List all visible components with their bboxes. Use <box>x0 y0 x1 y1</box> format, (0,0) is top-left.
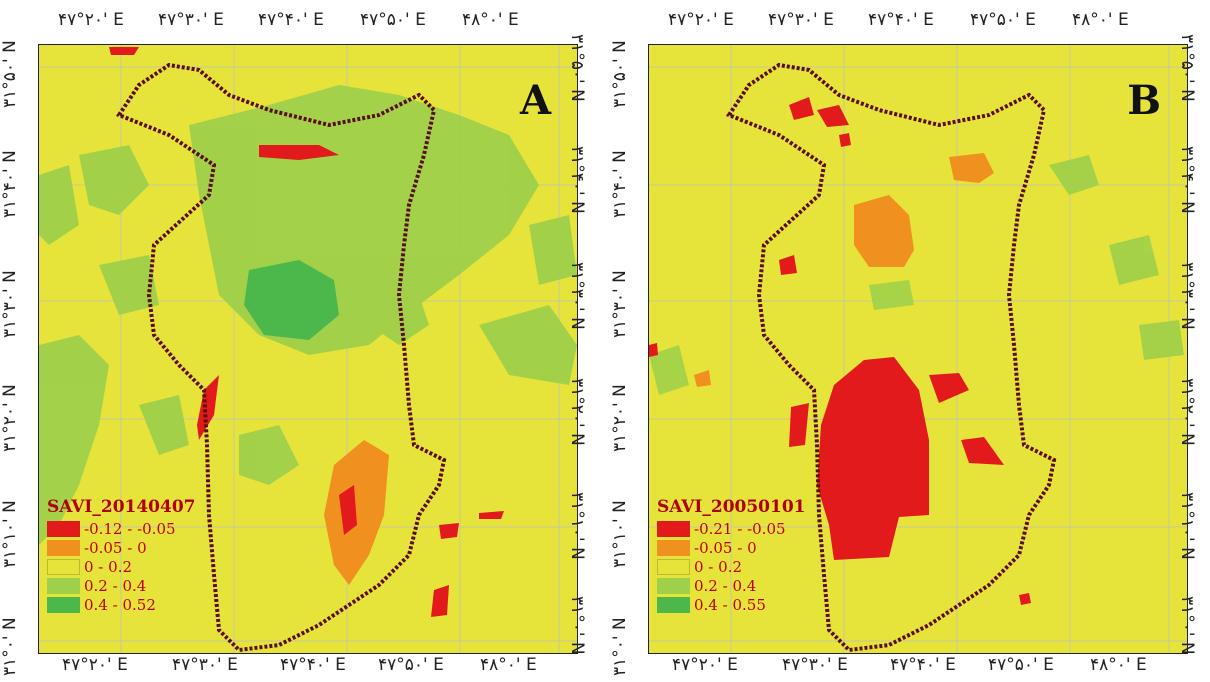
left-tick: ۳۱°۱۰' N <box>610 500 630 568</box>
legend-swatch <box>47 596 80 613</box>
legend-item: -0.12 - -0.05 <box>47 519 196 538</box>
legend-item: 0 - 0.2 <box>47 557 196 576</box>
legend-item: -0.05 - 0 <box>657 538 806 557</box>
legend-label: -0.21 - -0.05 <box>694 519 786 538</box>
legend-item: 0.4 - 0.52 <box>47 595 196 614</box>
legend-item: 0.4 - 0.55 <box>657 595 806 614</box>
left-tick: ۳۱°۰' N <box>0 617 20 676</box>
legend-swatch <box>657 596 690 613</box>
left-tick: ۳۱°۵۰' N <box>0 40 20 108</box>
legend-swatch <box>47 539 80 556</box>
right-tick: ۳۱°۲۰' N <box>567 378 587 446</box>
legend-label: 0.2 - 0.4 <box>694 576 757 595</box>
top-tick: ۴۷°۴۰' E <box>258 10 324 30</box>
bottom-tick: ۴۷°۵۰' E <box>378 655 444 675</box>
legend-label: 0.4 - 0.52 <box>84 595 156 614</box>
legend: SAVI_20140407 -0.12 - -0.05 -0.05 - 0 0 … <box>47 497 196 614</box>
top-tick: ۴۷°۲۰' E <box>668 10 734 30</box>
legend-item: 0 - 0.2 <box>657 557 806 576</box>
right-tick: ۳۱°۴۰' N <box>567 146 587 214</box>
left-tick: ۳۱°۴۰' N <box>0 150 20 218</box>
right-tick: ۳۱°۱۰' N <box>567 492 587 560</box>
legend-swatch <box>657 577 690 594</box>
water-class-neg0.12-neg0.05 <box>109 47 504 617</box>
bottom-tick: ۴۷°۴۰' E <box>890 655 956 675</box>
right-tick: ۳۱°۲۰' N <box>1177 378 1197 446</box>
right-tick: ۳۱°۳۰' N <box>567 262 587 330</box>
legend-swatch <box>657 539 690 556</box>
left-tick: ۳۱°۲۰' N <box>0 384 20 452</box>
vegetation-class-0.4-0.52 <box>244 260 339 340</box>
legend-label: 0 - 0.2 <box>694 557 743 576</box>
panel-label: A <box>519 77 551 124</box>
water-class-neg0.21-neg0.05 <box>649 97 1031 605</box>
left-tick: ۳۱°۳۰' N <box>0 270 20 338</box>
bottom-tick: ۴۷°۲۰' E <box>672 655 738 675</box>
right-tick: ۳۱°۰' N <box>1177 596 1197 655</box>
top-tick: ۴۷°۳۰' E <box>768 10 834 30</box>
legend-swatch <box>657 558 690 575</box>
map-background <box>649 45 1187 653</box>
legend-swatch <box>657 520 690 537</box>
legend-label: 0 - 0.2 <box>84 557 133 576</box>
legend-item: -0.21 - -0.05 <box>657 519 806 538</box>
legend-label: -0.12 - -0.05 <box>84 519 176 538</box>
left-tick: ۳۱°۲۰' N <box>610 384 630 452</box>
soil-class-neg0.05-0 <box>324 440 389 585</box>
legend-label: -0.05 - 0 <box>84 538 147 557</box>
bottom-tick: ۴۷°۲۰' E <box>62 655 128 675</box>
legend-swatch <box>47 577 80 594</box>
right-tick: ۳۱°۰' N <box>567 596 587 655</box>
map-panel-b: B SAVI_20050101 -0.21 - -0.05 -0.05 - 0 … <box>610 0 1210 682</box>
bottom-tick: ۴۸°۰' E <box>480 655 537 675</box>
legend-title: SAVI_20050101 <box>657 497 806 517</box>
left-tick: ۳۱°۰' N <box>610 617 630 676</box>
top-tick: ۴۸°۰' E <box>462 10 519 30</box>
savi-map-b <box>649 45 1187 653</box>
bottom-tick: ۴۷°۵۰' E <box>988 655 1054 675</box>
legend-label: 0.2 - 0.4 <box>84 576 147 595</box>
legend-label: -0.05 - 0 <box>694 538 757 557</box>
legend-swatch <box>47 520 80 537</box>
top-tick: ۴۷°۵۰' E <box>360 10 426 30</box>
legend-label: 0.4 - 0.55 <box>694 595 766 614</box>
left-tick: ۳۱°۳۰' N <box>610 270 630 338</box>
legend-item: 0.2 - 0.4 <box>47 576 196 595</box>
right-tick: ۳۱°۳۰' N <box>1177 262 1197 330</box>
panel-label: B <box>1127 77 1161 124</box>
map-frame-b: B SAVI_20050101 -0.21 - -0.05 -0.05 - 0 … <box>648 44 1188 654</box>
bottom-tick: ۴۷°۳۰' E <box>172 655 238 675</box>
map-panel-a: A SAVI_20140407 -0.12 - -0.05 -0.05 - 0 … <box>0 0 600 682</box>
right-tick: ۳۱°۴۰' N <box>1177 146 1197 214</box>
top-tick: ۴۸°۰' E <box>1072 10 1129 30</box>
top-tick: ۴۷°۳۰' E <box>158 10 224 30</box>
savi-map-a <box>39 45 577 653</box>
right-tick: ۳۱°۱۰' N <box>1177 492 1197 560</box>
bottom-tick: ۴۷°۴۰' E <box>280 655 346 675</box>
top-tick: ۴۷°۴۰' E <box>868 10 934 30</box>
top-tick: ۴۷°۲۰' E <box>58 10 124 30</box>
right-tick: ۳۱°۵۰' N <box>567 34 587 102</box>
bottom-tick: ۴۸°۰' E <box>1090 655 1147 675</box>
vegetation-class-0.2-0.4 <box>649 155 1184 395</box>
map-frame-a: A SAVI_20140407 -0.12 - -0.05 -0.05 - 0 … <box>38 44 578 654</box>
legend-item: 0.2 - 0.4 <box>657 576 806 595</box>
bottom-tick: ۴۷°۳۰' E <box>782 655 848 675</box>
right-tick: ۳۱°۵۰' N <box>1177 34 1197 102</box>
left-tick: ۳۱°۵۰' N <box>610 40 630 108</box>
left-tick: ۳۱°۴۰' N <box>610 150 630 218</box>
legend: SAVI_20050101 -0.21 - -0.05 -0.05 - 0 0 … <box>657 497 806 614</box>
left-tick: ۳۱°۱۰' N <box>0 500 20 568</box>
legend-item: -0.05 - 0 <box>47 538 196 557</box>
top-tick: ۴۷°۵۰' E <box>970 10 1036 30</box>
legend-swatch <box>47 558 80 575</box>
legend-title: SAVI_20140407 <box>47 497 196 517</box>
study-area-boundary <box>725 62 1057 653</box>
study-area-boundary <box>115 62 447 653</box>
